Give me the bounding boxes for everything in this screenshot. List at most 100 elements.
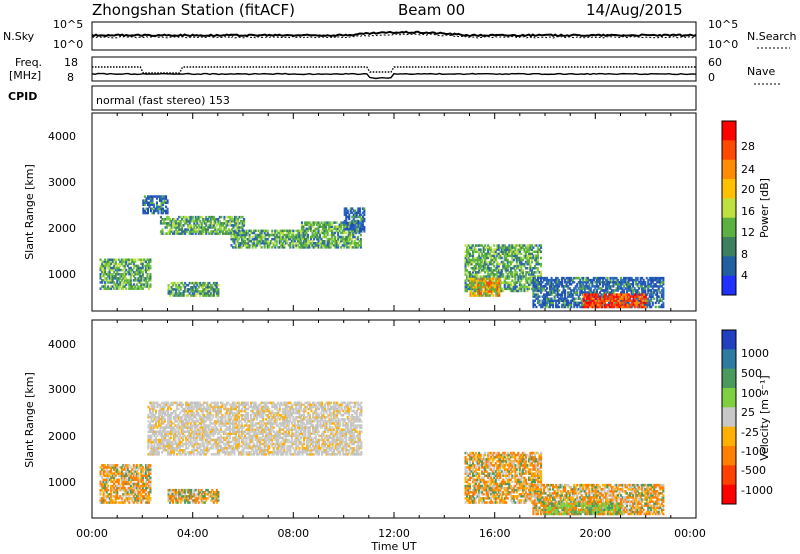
power-marks-cell-4 — [331, 223, 334, 226]
power-marks-cell-0 — [125, 260, 128, 264]
power-marks-cell-7 — [482, 269, 485, 272]
power-marks-cell-3 — [266, 233, 269, 237]
power-marks-cell-9 — [580, 289, 583, 292]
power-marks-cell-9 — [549, 287, 552, 290]
power-marks-cell-0 — [122, 277, 125, 280]
vel-marks-cell-0 — [108, 464, 111, 467]
power-marks-cell-3 — [259, 233, 262, 237]
power-marks-cell-2 — [235, 222, 238, 225]
vel-marks-cell-0 — [119, 488, 122, 492]
power-marks-cell-0 — [125, 262, 128, 266]
power-marks-cell-7 — [482, 248, 485, 251]
power-marks-cell-2 — [169, 218, 172, 221]
vel-marks-cell-1 — [192, 420, 195, 423]
power-cbar-tick-12: 12 — [741, 226, 755, 239]
power-marks-cell-9 — [579, 293, 582, 296]
power-marks-cell-7 — [478, 262, 481, 266]
power-marks-cell-5 — [345, 219, 348, 223]
power-marks-cell-3 — [241, 242, 244, 245]
power-marks-cell-4 — [320, 240, 323, 243]
vel-marks-cell-1 — [183, 449, 186, 452]
freq-tick-low: 8 — [67, 71, 74, 84]
power-marks-cell-9 — [550, 289, 553, 292]
power-marks-cell-9 — [556, 281, 559, 284]
power-marks-cell-8 — [480, 286, 483, 289]
power-marks-cell-3 — [272, 237, 275, 241]
power-marks-cell-0 — [116, 283, 119, 286]
power-marks-cell-3 — [262, 235, 265, 239]
power-marks-cell-7 — [497, 269, 500, 272]
power-marks-cell-9 — [570, 305, 573, 309]
vel-marks-cell-1 — [156, 401, 159, 405]
vel-marks-cell-1 — [191, 418, 194, 421]
power-marks-cell-4 — [316, 227, 319, 231]
power-marks-cell-4 — [349, 235, 352, 239]
power-marks-cell-5 — [351, 223, 354, 227]
vel-marks-cell-0 — [144, 474, 147, 477]
power-marks-cell-2 — [169, 220, 172, 223]
power-marks-cell-9 — [576, 305, 579, 309]
vel-marks-cell-0 — [135, 464, 138, 467]
power-marks-cell-4 — [340, 231, 343, 235]
power-marks-cell-7 — [540, 275, 543, 278]
power-marks-cell-1 — [157, 207, 160, 211]
power-marks-cell-9 — [623, 289, 626, 292]
power-marks-cell-7 — [514, 264, 517, 268]
power-marks-cell-9 — [544, 301, 547, 305]
power-marks-cell-2 — [226, 215, 229, 219]
power-marks-cell-9 — [639, 281, 642, 284]
power-marks-cell-9 — [662, 303, 665, 307]
power-marks-cell-9 — [538, 276, 541, 280]
power-marks-cell-8 — [484, 290, 487, 293]
power-marks-cell-8 — [469, 290, 472, 293]
vel-marks-cell-1 — [147, 424, 150, 427]
power-marks-cell-9 — [552, 291, 555, 294]
vel-marks-cell-0 — [102, 491, 105, 494]
vel-marks-cell-1 — [189, 440, 192, 444]
vel-marks-cell-1 — [173, 442, 176, 446]
power-marks-cell-9 — [552, 278, 555, 282]
power-marks-cell-2 — [191, 228, 194, 231]
vel-marks-cell-1 — [171, 411, 174, 415]
power-marks-cell-9 — [635, 297, 638, 300]
power-marks-cell-9 — [648, 283, 651, 286]
vel-marks-cell-0 — [99, 499, 102, 502]
power-marks-cell-4 — [322, 227, 325, 231]
power-marks-cell-1 — [155, 205, 158, 209]
vel-marks-cell-1 — [164, 449, 167, 452]
power-marks-cell-10 — [590, 297, 593, 300]
vel-marks-cell-1 — [203, 442, 206, 446]
power-marks-cell-2 — [181, 226, 184, 229]
power-marks-cell-0 — [137, 258, 140, 261]
power-marks-cell-7 — [511, 273, 514, 276]
vel-marks-cell-1 — [164, 420, 167, 423]
power-marks-cell-9 — [604, 291, 607, 294]
vel-marks-cell-1 — [150, 449, 153, 452]
vel-marks-cell-1 — [168, 444, 171, 448]
power-marks-cell-4 — [322, 240, 325, 243]
power-marks-cell-3 — [275, 229, 278, 233]
power-marks-cell-9 — [549, 301, 552, 305]
power-marks-cell-2 — [226, 224, 229, 227]
power-marks-cell-9 — [574, 291, 577, 294]
vel-marks-cell-0 — [122, 484, 125, 488]
power-marks-cell-2 — [167, 232, 170, 235]
vel-marks-cell-1 — [162, 426, 165, 429]
power-marks-cell-9 — [535, 285, 538, 288]
power-marks-cell-10 — [584, 303, 587, 307]
vel-marks-cell-1 — [200, 405, 203, 409]
vel-marks-cell-1 — [191, 426, 194, 429]
vel-marks-cell-1 — [176, 449, 179, 452]
vel-marks-cell-1 — [186, 422, 189, 425]
power-marks-cell-7 — [520, 279, 523, 282]
power-marks-cell-2 — [226, 232, 229, 235]
power-marks-cell-6 — [190, 290, 193, 293]
vel-marks-cell-1 — [176, 414, 179, 417]
power-marks-cell-0 — [108, 266, 111, 270]
vel-marks-cell-1 — [171, 449, 174, 452]
power-marks-cell-4 — [329, 242, 332, 245]
vel-marks-cell-1 — [191, 403, 194, 407]
vel-marks-cell-1 — [171, 447, 174, 450]
power-marks-cell-7 — [530, 244, 533, 247]
power-marks-cell-1 — [142, 203, 145, 206]
